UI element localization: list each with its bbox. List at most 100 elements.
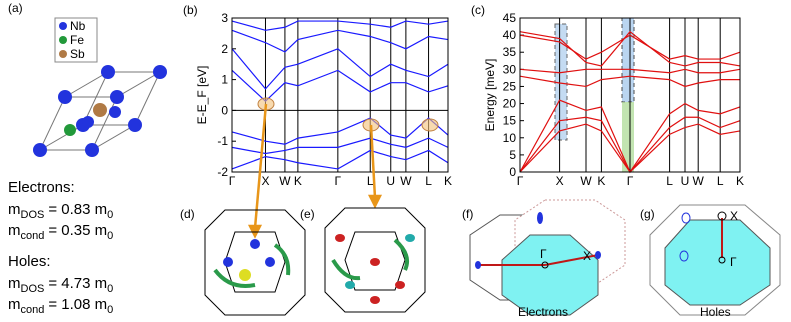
y-tick-label: 20 bbox=[503, 97, 517, 111]
y-tick-label: -2 bbox=[217, 165, 228, 179]
value: = 0.83 m bbox=[48, 201, 107, 218]
crystal bbox=[33, 65, 167, 157]
band bbox=[231, 20, 449, 31]
caption: Holes bbox=[700, 305, 731, 319]
subscript: DOS bbox=[21, 209, 45, 221]
x-tick-label: L bbox=[717, 174, 724, 188]
y-tick-label: 2 bbox=[221, 42, 228, 56]
band bbox=[231, 48, 449, 90]
arrows bbox=[247, 103, 383, 239]
subscript: cond bbox=[21, 230, 45, 242]
point-label: X bbox=[583, 249, 591, 263]
x-tick-label: K bbox=[294, 174, 302, 188]
legend-label: Fe bbox=[70, 33, 84, 47]
x-tick-label: Γ bbox=[627, 174, 634, 188]
highlight bbox=[621, 17, 635, 103]
x-tick-label: K bbox=[597, 174, 605, 188]
band bbox=[231, 69, 449, 102]
value: = 1.08 m bbox=[48, 296, 107, 313]
subscript: cond bbox=[21, 304, 45, 316]
y-axis-label: E-E_F [eV] bbox=[195, 66, 209, 125]
panel-label: (c) bbox=[471, 3, 485, 17]
panel-label: (b) bbox=[183, 3, 198, 17]
y-tick-label: 10 bbox=[503, 131, 517, 145]
brillouin-zone bbox=[324, 207, 426, 313]
y-tick-label: 3 bbox=[221, 11, 228, 25]
band bbox=[231, 117, 449, 145]
band-edge bbox=[421, 118, 439, 132]
symbol: m bbox=[8, 296, 21, 313]
y-tick-label: 35 bbox=[503, 45, 517, 59]
symbol: m bbox=[8, 275, 21, 292]
x-tick-label: W bbox=[400, 174, 412, 188]
mass-row: mDOS = 0.83 m0 bbox=[8, 201, 113, 221]
value: = 4.73 m bbox=[48, 275, 107, 292]
heading: Electrons: bbox=[8, 179, 75, 196]
zone-slice bbox=[649, 204, 781, 316]
point-label: X bbox=[730, 209, 738, 223]
y-tick-label: -1 bbox=[217, 134, 228, 148]
x-tick-label: X bbox=[261, 174, 269, 188]
y-tick-label: 1 bbox=[221, 73, 228, 87]
caption: Electrons bbox=[518, 305, 568, 319]
x-tick-label: Γ bbox=[517, 174, 524, 188]
symbol: m bbox=[8, 201, 21, 218]
band bbox=[519, 116, 741, 174]
legend-label: Sb bbox=[70, 47, 85, 61]
y-tick-label: 5 bbox=[509, 148, 516, 162]
panel-label: (e) bbox=[300, 207, 315, 221]
band bbox=[519, 123, 741, 173]
plot-frame bbox=[231, 17, 449, 173]
x-tick-label: K bbox=[444, 174, 452, 188]
highlight bbox=[622, 102, 634, 172]
band bbox=[519, 75, 740, 88]
brillouin-zone bbox=[204, 209, 306, 316]
y-tick-label: 30 bbox=[503, 62, 517, 76]
band bbox=[519, 30, 741, 67]
plot-frame bbox=[519, 17, 741, 173]
y-tick-label: 0 bbox=[509, 165, 516, 179]
value: = 0.35 m bbox=[48, 222, 107, 239]
band bbox=[231, 137, 449, 155]
x-tick-label: U bbox=[681, 174, 690, 188]
panel-label: (d) bbox=[180, 207, 195, 221]
y-tick-label: 40 bbox=[503, 28, 517, 42]
y-tick-label: 15 bbox=[503, 114, 517, 128]
legend-label: Nb bbox=[70, 19, 86, 33]
point-label: Γ bbox=[540, 247, 547, 261]
point-label: Γ bbox=[730, 255, 737, 269]
y-tick-label: 0 bbox=[221, 103, 228, 117]
x-tick-label: U bbox=[386, 174, 395, 188]
zone-slice bbox=[469, 199, 626, 316]
panel-label: (f) bbox=[462, 207, 473, 221]
mass-row: mcond = 1.08 m0 bbox=[8, 296, 113, 316]
band bbox=[519, 68, 741, 74]
heading: Holes: bbox=[8, 253, 51, 270]
x-tick-label: X bbox=[556, 174, 564, 188]
subscript: 0 bbox=[107, 304, 113, 316]
y-tick-label: 25 bbox=[503, 79, 517, 93]
x-tick-label: L bbox=[367, 174, 374, 188]
y-tick-label: 45 bbox=[503, 11, 517, 25]
subscript: 0 bbox=[107, 209, 113, 221]
mass-row: mDOS = 4.73 m0 bbox=[8, 275, 113, 295]
x-tick-label: K bbox=[736, 174, 744, 188]
x-tick-label: Γ bbox=[335, 174, 342, 188]
x-tick-label: Γ bbox=[229, 174, 236, 188]
band bbox=[231, 149, 449, 170]
panel-label: (a) bbox=[8, 1, 23, 15]
subscript: DOS bbox=[21, 283, 45, 295]
y-axis-label: Energy [meV] bbox=[483, 59, 497, 132]
mass-row: mcond = 0.35 m0 bbox=[8, 222, 113, 242]
panel-label: (g) bbox=[640, 207, 655, 221]
x-tick-label: L bbox=[666, 174, 673, 188]
subscript: 0 bbox=[107, 283, 113, 295]
x-tick-label: W bbox=[279, 174, 291, 188]
x-tick-label: L bbox=[425, 174, 432, 188]
band bbox=[231, 29, 449, 53]
legend: Nb Fe Sb bbox=[54, 17, 98, 63]
x-tick-label: W bbox=[693, 174, 705, 188]
